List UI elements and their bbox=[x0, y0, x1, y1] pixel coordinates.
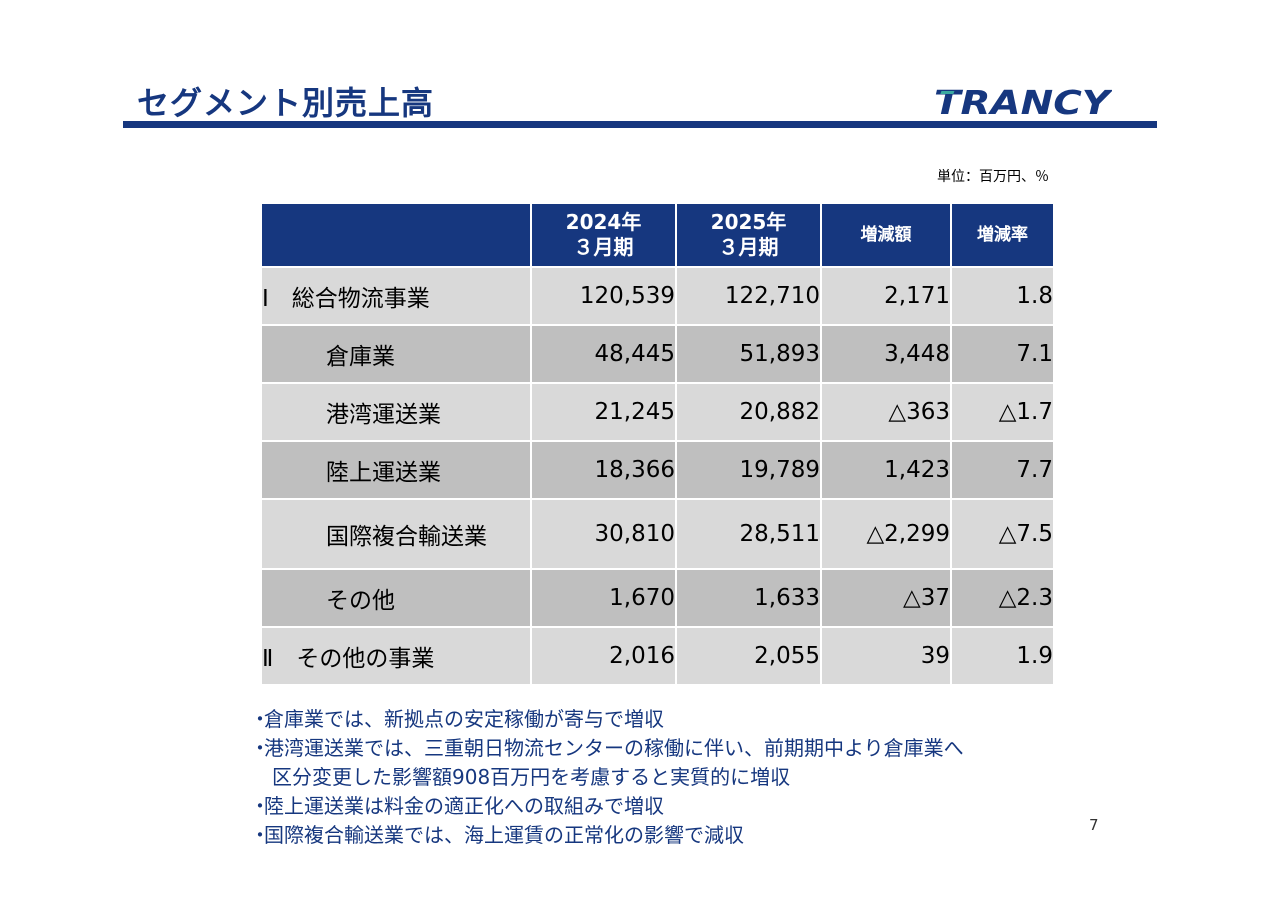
change-rate: 1.9 bbox=[950, 626, 1055, 686]
unit-label: 単位：百万円、％ bbox=[937, 169, 1049, 185]
change-amount: 3,448 bbox=[820, 324, 952, 384]
segment-name: Ⅱ その他の事業 bbox=[260, 626, 532, 686]
note-item: ・港湾運送業では、三重朝日物流センターの稼働に伴い、前期期中より倉庫業へ bbox=[250, 734, 964, 763]
table-row: 港湾運送業 21,245 20,882 △363 △1.7 bbox=[260, 382, 1055, 442]
header-line2: ３月期 bbox=[573, 235, 634, 259]
note-item-continuation: 区分変更した影響額908百万円を考慮すると実質的に増収 bbox=[250, 763, 964, 792]
table-row: 倉庫業 48,445 51,893 3,448 7.1 bbox=[260, 324, 1055, 384]
header-line1: 2025年 bbox=[710, 210, 787, 234]
value-2025: 51,893 bbox=[675, 324, 822, 384]
segment-name: 港湾運送業 bbox=[260, 382, 532, 442]
change-amount: △363 bbox=[820, 382, 952, 442]
change-amount: 39 bbox=[820, 626, 952, 686]
note-text: 港湾運送業では、三重朝日物流センターの稼働に伴い、前期期中より倉庫業へ bbox=[264, 736, 964, 760]
value-2024: 120,539 bbox=[530, 266, 677, 326]
logo-wordmark: TRANCY bbox=[934, 84, 1112, 118]
value-2024: 18,366 bbox=[530, 440, 677, 500]
change-rate: △7.5 bbox=[950, 498, 1055, 570]
change-amount: △2,299 bbox=[820, 498, 952, 570]
table-row: Ⅰ 総合物流事業 120,539 122,710 2,171 1.8 bbox=[260, 266, 1055, 326]
header-fy2024: 2024年 ３月期 bbox=[530, 202, 677, 268]
commentary-notes: ・倉庫業では、新拠点の安定稼働が寄与で増収 ・港湾運送業では、三重朝日物流センタ… bbox=[250, 705, 964, 850]
bullet: ・ bbox=[250, 794, 270, 818]
segment-name: その他 bbox=[260, 568, 532, 628]
value-2024: 30,810 bbox=[530, 498, 677, 570]
header-empty-cell bbox=[260, 202, 532, 268]
note-item: ・倉庫業では、新拠点の安定稼働が寄与で増収 bbox=[250, 705, 964, 734]
value-2025: 28,511 bbox=[675, 498, 822, 570]
header-change-amount: 増減額 bbox=[820, 202, 952, 268]
table-header-row: 2024年 ３月期 2025年 ３月期 増減額 増減率 bbox=[260, 202, 1055, 268]
trancy-logo: TRANCY bbox=[934, 84, 1112, 118]
bullet: ・ bbox=[250, 823, 270, 847]
segment-sales-table: 2024年 ３月期 2025年 ３月期 増減額 増減率 Ⅰ 総合物流事業 120… bbox=[260, 202, 1055, 686]
note-item: ・陸上運送業は料金の適正化への取組みで増収 bbox=[250, 792, 964, 821]
value-2025: 2,055 bbox=[675, 626, 822, 686]
value-2024: 1,670 bbox=[530, 568, 677, 628]
bullet: ・ bbox=[250, 736, 270, 760]
change-rate: 1.8 bbox=[950, 266, 1055, 326]
value-2025: 122,710 bbox=[675, 266, 822, 326]
page-number: 7 bbox=[1089, 816, 1099, 834]
segment-name: 国際複合輸送業 bbox=[260, 498, 532, 570]
change-rate: △1.7 bbox=[950, 382, 1055, 442]
value-2025: 1,633 bbox=[675, 568, 822, 628]
value-2024: 48,445 bbox=[530, 324, 677, 384]
note-text: 倉庫業では、新拠点の安定稼働が寄与で増収 bbox=[264, 707, 664, 731]
value-2025: 19,789 bbox=[675, 440, 822, 500]
change-rate: 7.7 bbox=[950, 440, 1055, 500]
note-text: 陸上運送業は料金の適正化への取組みで増収 bbox=[264, 794, 664, 818]
table-row: その他 1,670 1,633 △37 △2.3 bbox=[260, 568, 1055, 628]
header-line1: 2024年 bbox=[565, 210, 642, 234]
page-title: セグメント別売上高 bbox=[137, 84, 435, 122]
header-line2: ３月期 bbox=[718, 235, 779, 259]
note-text: 国際複合輸送業では、海上運賃の正常化の影響で減収 bbox=[264, 823, 744, 847]
header-change-rate: 増減率 bbox=[950, 202, 1055, 268]
table-row: Ⅱ その他の事業 2,016 2,055 39 1.9 bbox=[260, 626, 1055, 686]
table-row: 国際複合輸送業 30,810 28,511 △2,299 △7.5 bbox=[260, 498, 1055, 570]
value-2024: 2,016 bbox=[530, 626, 677, 686]
change-rate: △2.3 bbox=[950, 568, 1055, 628]
segment-name: 倉庫業 bbox=[260, 324, 532, 384]
title-underline bbox=[123, 121, 1157, 128]
value-2024: 21,245 bbox=[530, 382, 677, 442]
note-text: 区分変更した影響額908百万円を考慮すると実質的に増収 bbox=[272, 765, 791, 789]
segment-name: 陸上運送業 bbox=[260, 440, 532, 500]
value-2025: 20,882 bbox=[675, 382, 822, 442]
logo-accent bbox=[940, 91, 955, 94]
bullet: ・ bbox=[250, 707, 270, 731]
header-fy2025: 2025年 ３月期 bbox=[675, 202, 822, 268]
change-amount: 1,423 bbox=[820, 440, 952, 500]
change-rate: 7.1 bbox=[950, 324, 1055, 384]
change-amount: 2,171 bbox=[820, 266, 952, 326]
segment-name: Ⅰ 総合物流事業 bbox=[260, 266, 532, 326]
note-item: ・国際複合輸送業では、海上運賃の正常化の影響で減収 bbox=[250, 821, 964, 850]
table-row: 陸上運送業 18,366 19,789 1,423 7.7 bbox=[260, 440, 1055, 500]
change-amount: △37 bbox=[820, 568, 952, 628]
